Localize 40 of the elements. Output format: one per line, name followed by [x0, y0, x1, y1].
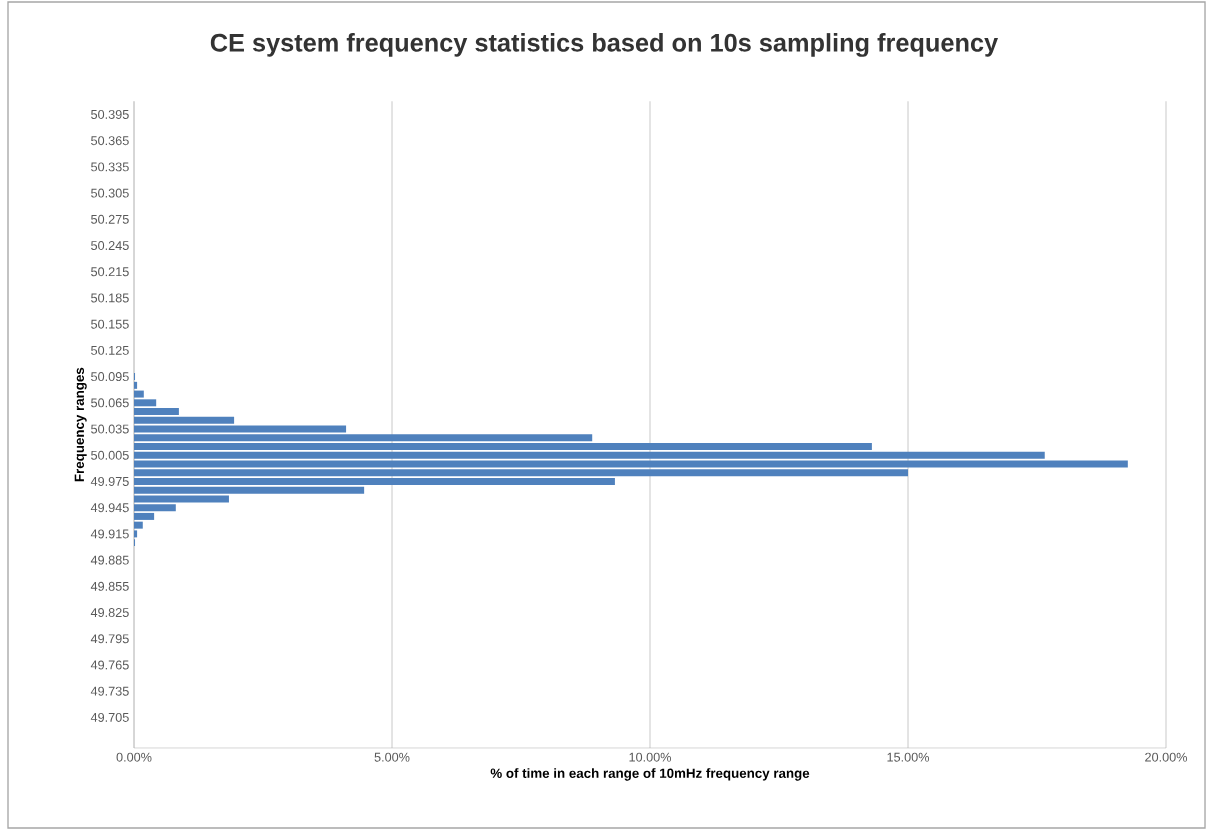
y-tick-label: 50.155 [91, 319, 129, 329]
bar [134, 477, 615, 485]
bar [134, 381, 138, 389]
y-tick-label: 49.735 [90, 686, 129, 696]
y-tick-label: 50.335 [91, 162, 129, 172]
bar [134, 504, 176, 512]
y-tick-label: 49.945 [90, 503, 129, 513]
y-tick-label: 49.765 [90, 660, 129, 670]
y-tick-label: 50.065 [91, 398, 129, 408]
y-tick-label: 49.705 [90, 712, 129, 722]
y-tick-label: 50.245 [91, 241, 129, 250]
x-axis-title: % of time in each range of 10mHz frequency range [490, 768, 810, 781]
y-tick-label: 50.305 [91, 188, 129, 198]
bar [134, 408, 179, 416]
y-tick-label: 49.795 [90, 634, 129, 644]
y-tick-label: 50.095 [91, 372, 129, 382]
chart-title: CE system frequency statistics based on 10s sampling frequency [210, 33, 999, 57]
x-tick-label: 20.00% [1145, 752, 1188, 762]
x-tick-label: 5.00% [374, 752, 410, 762]
y-tick-label: 50.365 [91, 136, 129, 146]
y-tick-label: 49.825 [90, 608, 129, 618]
x-tick-label: 0.00% [116, 752, 152, 762]
y-tick-label: 49.915 [90, 529, 129, 539]
y-tick-label: 50.395 [91, 109, 129, 119]
x-tick-label: 15.00% [887, 752, 930, 762]
y-tick-label: 50.005 [91, 450, 129, 460]
y-tick-label: 49.975 [90, 476, 129, 486]
x-tick-label: 10.00% [629, 752, 672, 762]
y-tick-label: 50.185 [91, 293, 129, 303]
y-tick-label: 49.855 [90, 581, 129, 591]
bar [134, 443, 872, 450]
bar [134, 469, 909, 477]
y-tick-label: 50.215 [91, 267, 129, 277]
y-tick-label: 50.125 [91, 345, 129, 355]
y-tick-label: 50.035 [91, 424, 129, 434]
y-tick-label: 49.885 [90, 555, 129, 565]
bar [134, 416, 235, 424]
y-tick-label: 50.275 [91, 214, 129, 224]
y-axis-title: Frequency ranges [74, 367, 87, 482]
bar [134, 512, 155, 520]
